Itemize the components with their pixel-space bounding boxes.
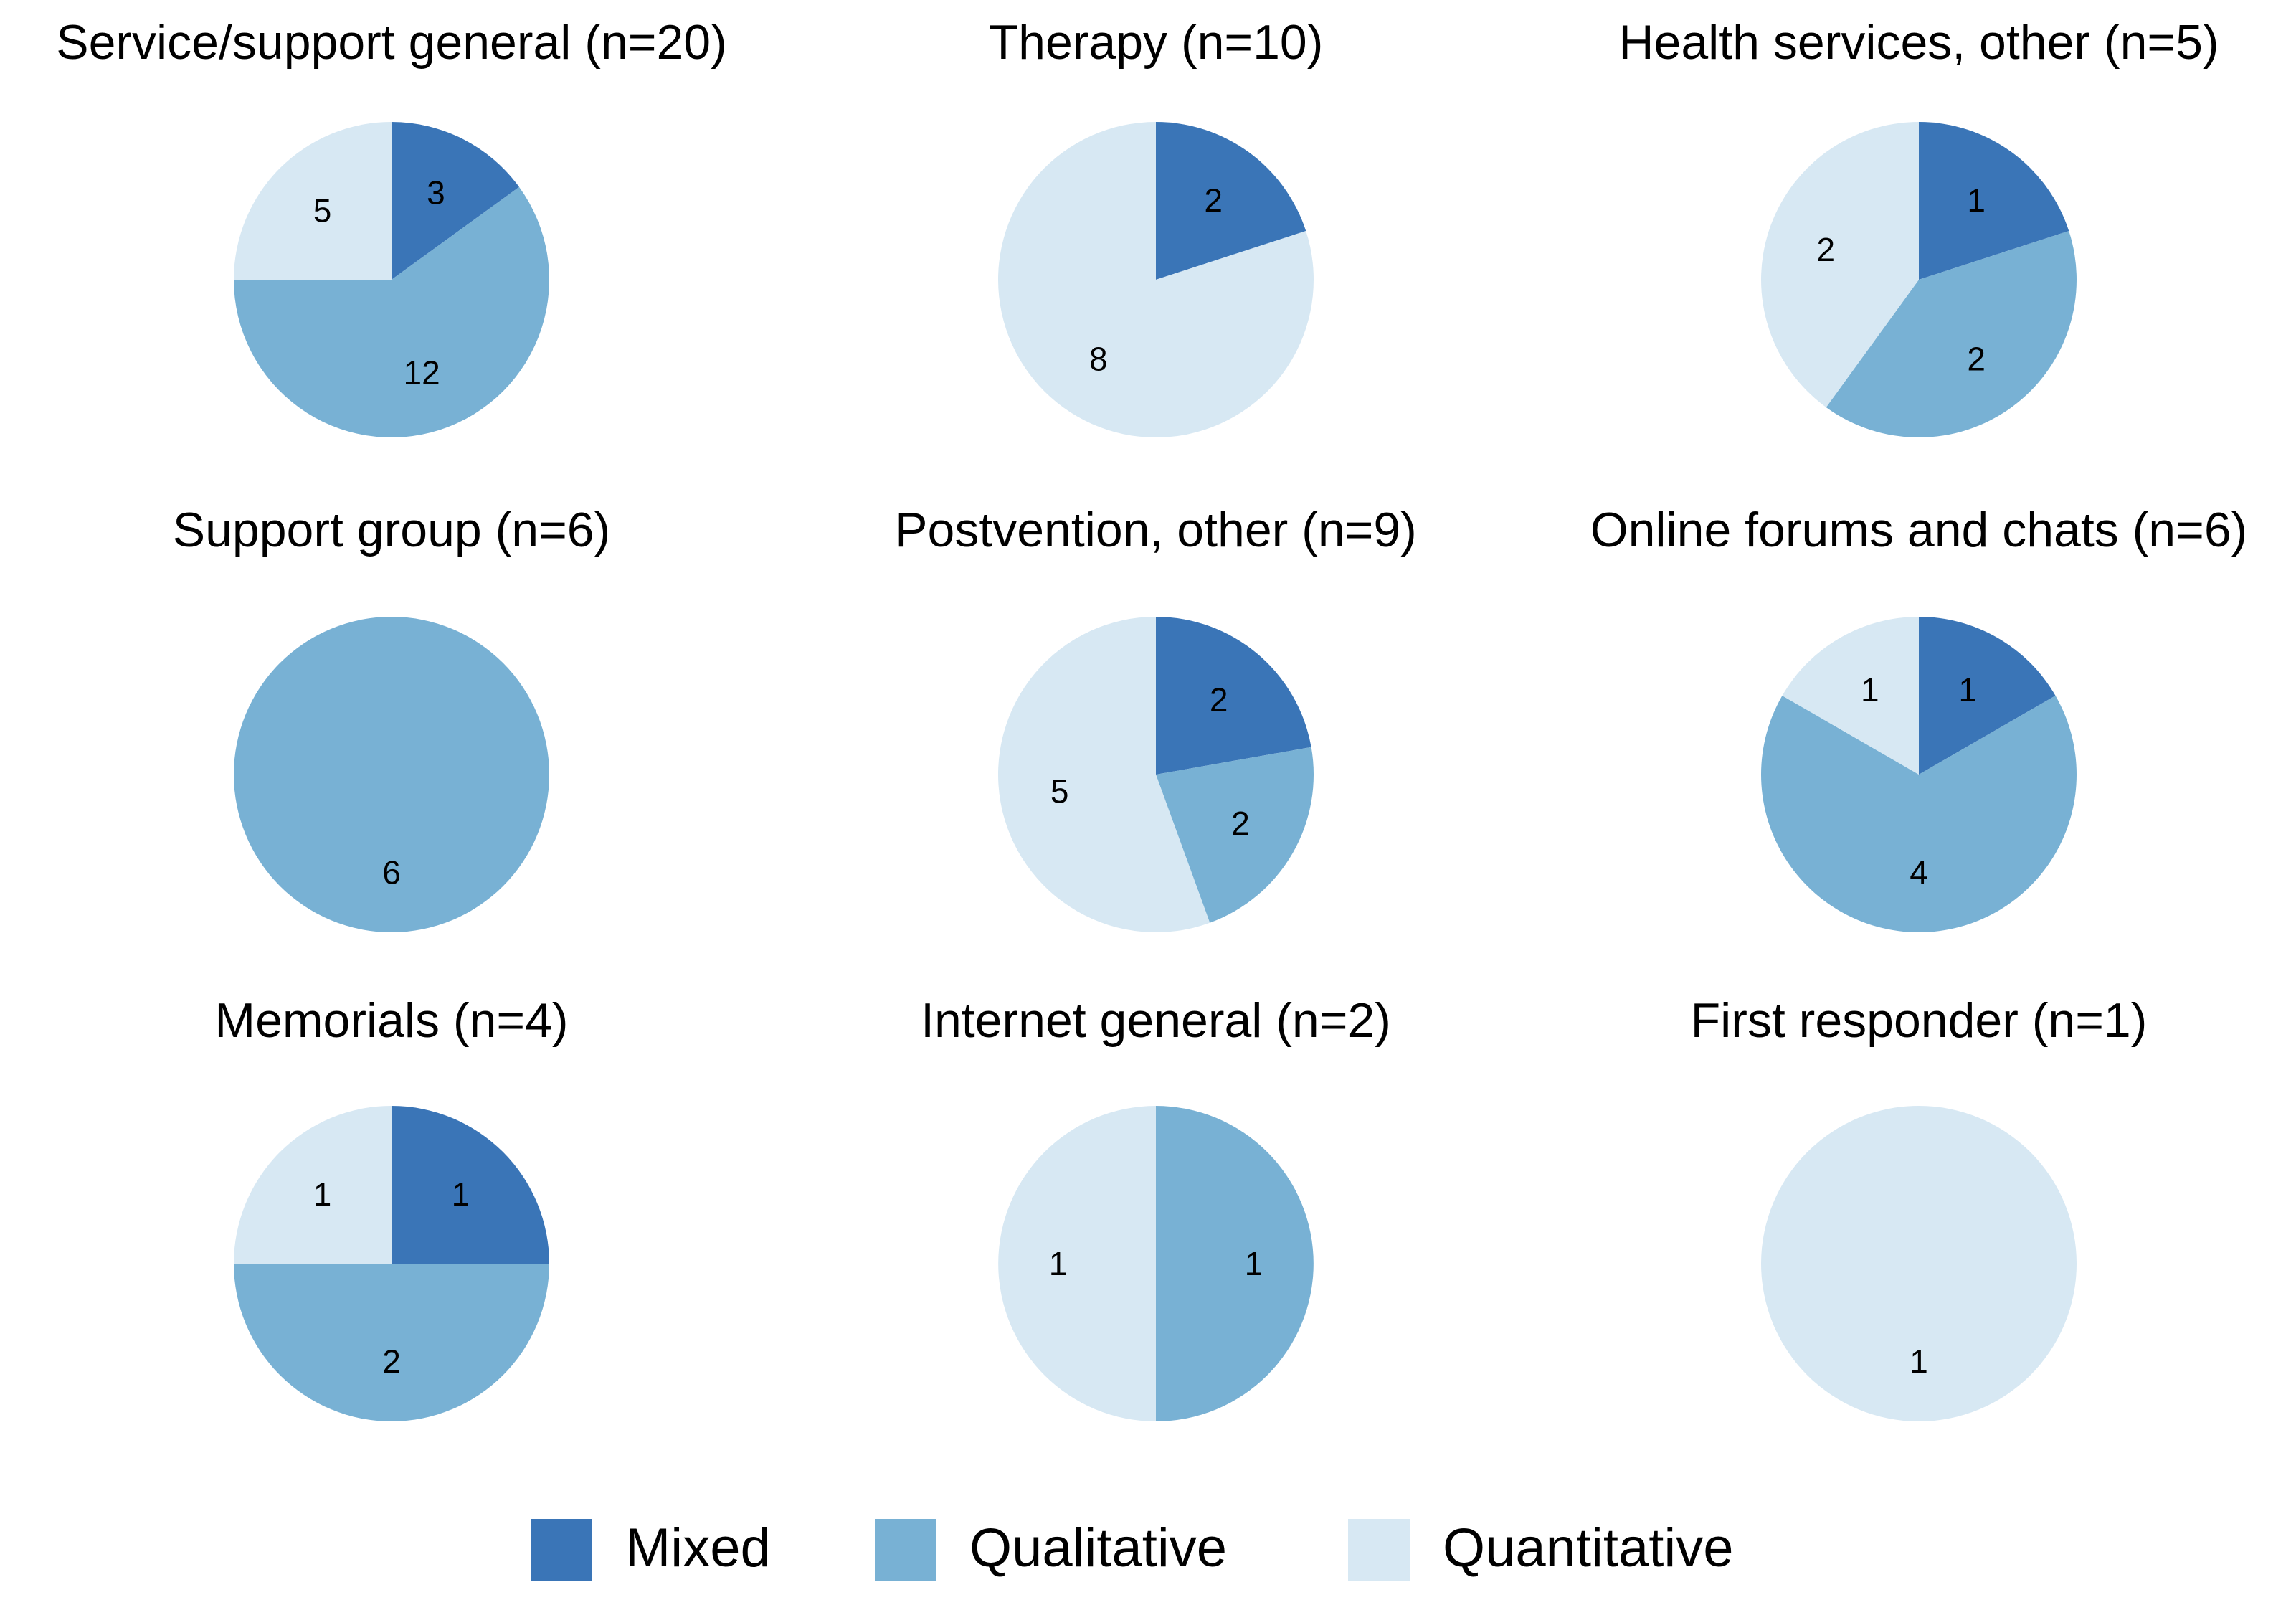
pie-slice-qualitative	[233, 186, 549, 438]
pie-title: First responder (n=1)	[1691, 993, 2148, 1048]
pie-slice-mixed	[1919, 617, 2056, 775]
pie-title: Internet general (n=2)	[921, 993, 1391, 1048]
pie-slice-mixed	[1156, 617, 1311, 775]
pie-slice-qualitative	[1156, 747, 1314, 923]
pie-slice-quantitative	[234, 1106, 392, 1264]
pie-title: Online forums and chats (n=6)	[1590, 503, 2248, 557]
slice-label-quantitative: 1	[1910, 1343, 1928, 1380]
slice-label-quantitative: 5	[1050, 773, 1069, 810]
panels-layer: Service/support general (n=20)3125Therap…	[56, 15, 2247, 1421]
pie-title: Memorials (n=4)	[214, 993, 568, 1048]
pie-title: Service/support general (n=20)	[56, 15, 727, 70]
slice-label-qualitative: 2	[1967, 340, 1986, 377]
pie-slice-quantitative	[997, 617, 1210, 932]
pie-slice-mixed	[392, 1106, 549, 1264]
pie-title: Therapy (n=10)	[989, 15, 1324, 70]
pie-slice-mixed	[1156, 122, 1306, 280]
pie-slice-quantitative	[234, 122, 392, 280]
slice-label-quantitative: 1	[313, 1176, 332, 1213]
slice-label-qualitative: 6	[382, 853, 401, 891]
slice-label-qualitative: 12	[404, 354, 440, 392]
legend-swatch-mixed	[531, 1519, 592, 1581]
pie-panel-online-forums-and-chats-n-6: Online forums and chats (n=6) 1 4 1	[1590, 503, 2248, 932]
pie-slice-quantitative	[998, 1106, 1156, 1421]
legend-item-qualitative: Qualitative	[875, 1518, 1227, 1581]
legend-swatch-qualitative	[875, 1519, 936, 1581]
pie-panel-health-services-other-n-5: Health services, other (n=5) 1 2 2	[1618, 15, 2219, 437]
pie-slice-qualitative	[1156, 1106, 1314, 1421]
legend-swatch-quantitative	[1348, 1519, 1410, 1581]
pie-slice-quantitative	[1782, 617, 1919, 775]
pie-panel-support-group-n-6: Support group (n=6) 6	[173, 503, 611, 932]
pie-slice-qualitative	[1761, 696, 2077, 932]
slice-label-mixed: 1	[1967, 182, 1986, 219]
pie-title: Postvention, other (n=9)	[895, 503, 1417, 557]
slice-label-mixed: 1	[452, 1176, 470, 1213]
pie-panel-service-support-general-n-20: Service/support general (n=20) 3 12 5	[56, 15, 727, 438]
pie-slice-mixed	[1919, 122, 2069, 280]
pie-slice-qualitative	[234, 617, 549, 932]
slice-label-qualitative: 1	[1245, 1245, 1263, 1282]
pie-slice-qualitative	[234, 1264, 549, 1421]
legend-item-quantitative: Quantitative	[1348, 1518, 1734, 1581]
pie-title: Support group (n=6)	[173, 503, 611, 557]
slice-label-quantitative: 2	[1817, 231, 1836, 268]
slice-label-mixed: 3	[427, 174, 445, 212]
pie-panel-first-responder-n-1: First responder (n=1) 1	[1691, 993, 2148, 1421]
slice-label-qualitative: 2	[382, 1343, 401, 1380]
pie-panel-postvention-other-n-9: Postvention, other (n=9) 2 2 5	[895, 503, 1417, 932]
pie-slice-quantitative	[997, 122, 1314, 437]
pie-slice-qualitative	[1826, 231, 2077, 437]
legend: Mixed Qualitative Quantitative	[531, 1518, 1734, 1581]
pie-slice-mixed	[392, 122, 519, 280]
legend-label-quantitative: Quantitative	[1443, 1518, 1734, 1578]
slice-label-mixed: 2	[1204, 182, 1223, 219]
pie-panel-internet-general-n-2: Internet general (n=2) 1 1	[921, 993, 1391, 1421]
slice-label-mixed: 1	[1958, 671, 1977, 709]
legend-label-qualitative: Qualitative	[969, 1518, 1227, 1578]
legend-item-mixed: Mixed	[531, 1518, 771, 1581]
slice-label-qualitative: 4	[1910, 853, 1928, 891]
slice-label-quantitative: 8	[1089, 340, 1108, 377]
pie-panel-memorials-n-4: Memorials (n=4) 1 2 1	[214, 993, 569, 1421]
slice-label-qualitative: 2	[1231, 805, 1250, 842]
slice-label-quantitative: 1	[1049, 1245, 1068, 1282]
pie-slice-quantitative	[1761, 1106, 2077, 1421]
slice-label-mixed: 2	[1210, 681, 1228, 719]
legend-label-mixed: Mixed	[625, 1518, 771, 1578]
pie-slice-quantitative	[1761, 122, 1919, 407]
pie-title: Health services, other (n=5)	[1618, 15, 2219, 70]
pie-panel-therapy-n-10: Therapy (n=10) 2 8	[989, 15, 1324, 437]
slice-label-quantitative: 1	[1861, 671, 1879, 709]
slice-label-quantitative: 5	[313, 192, 332, 229]
